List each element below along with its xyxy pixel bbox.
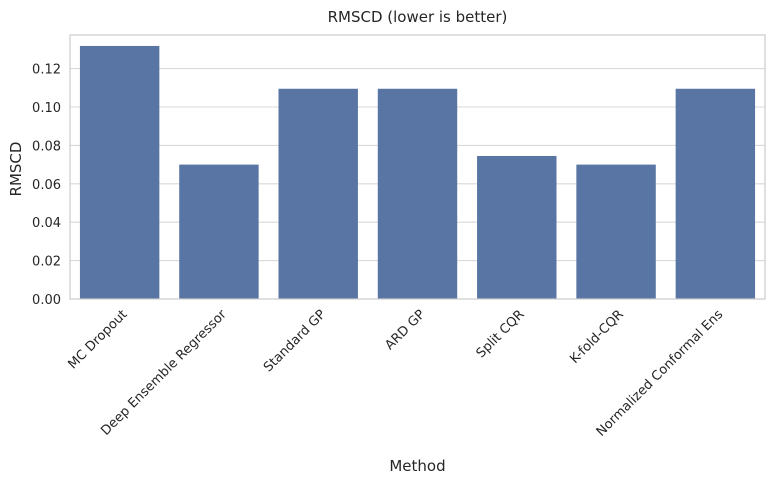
bar [377,88,458,299]
plot-frame [69,34,766,300]
y-tick-label: 0.02 [32,255,61,270]
bars [79,45,756,299]
y-tick-label: 0.12 [32,63,61,78]
y-axis-label: RMSCD [7,142,25,197]
y-tick-label: 0.00 [32,293,61,308]
chart-title: RMSCD (lower is better) [328,8,508,26]
bar [179,164,259,299]
x-axis-label: Method [389,457,445,475]
bar [278,88,358,299]
bar [576,164,656,299]
y-tick-label: 0.04 [32,216,61,231]
y-tick-label: 0.10 [32,101,61,116]
y-tick-label: 0.08 [32,139,61,154]
bar [477,155,557,299]
bar [79,45,160,299]
y-tick-label: 0.06 [32,178,61,193]
y-tick-labels: 0.00 0.02 0.04 0.06 0.08 0.10 0.12 [32,63,61,308]
bar [675,88,756,299]
